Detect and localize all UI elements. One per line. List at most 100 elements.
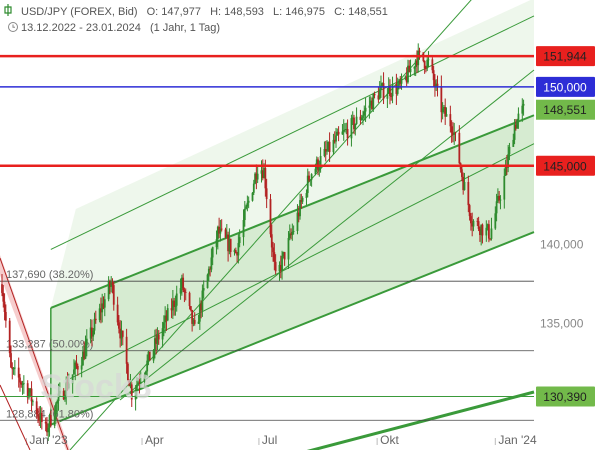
candle-body bbox=[436, 83, 439, 87]
candle-body bbox=[288, 233, 291, 238]
candle-body bbox=[328, 141, 331, 153]
candle-body bbox=[414, 60, 417, 67]
candle-body bbox=[252, 183, 255, 193]
price-tag-label: 130,390 bbox=[543, 390, 587, 404]
candle-body bbox=[337, 131, 340, 135]
candle-body bbox=[371, 100, 373, 110]
candle-body bbox=[1, 284, 3, 293]
candle-body bbox=[463, 181, 466, 191]
candle-body bbox=[135, 384, 138, 391]
y-tick-label: 140,000 bbox=[540, 238, 584, 252]
candle-body bbox=[521, 105, 524, 114]
candle-body bbox=[490, 228, 493, 239]
candle-body bbox=[431, 59, 434, 71]
candle-body bbox=[458, 132, 461, 164]
high-value: H: 148,593 bbox=[210, 6, 264, 18]
candle-body bbox=[308, 175, 310, 181]
candle-body bbox=[517, 113, 520, 120]
candle-body bbox=[189, 306, 192, 311]
candle-body bbox=[494, 213, 497, 229]
candle-body bbox=[522, 103, 525, 106]
candle-body bbox=[197, 321, 200, 324]
candle-body bbox=[255, 173, 258, 180]
candle-body bbox=[76, 365, 79, 370]
candle-body bbox=[462, 176, 465, 191]
candle-body bbox=[220, 228, 223, 230]
candle-body bbox=[215, 239, 218, 248]
candle-body bbox=[233, 250, 236, 253]
candle-body bbox=[391, 84, 394, 97]
watermark: Stock3 bbox=[40, 368, 152, 406]
candle-body bbox=[512, 139, 515, 147]
candle-body bbox=[216, 226, 219, 240]
candle-body bbox=[119, 328, 122, 339]
candle-body bbox=[26, 383, 29, 398]
candle-body bbox=[107, 281, 110, 300]
candle-body bbox=[507, 154, 510, 168]
candle-body bbox=[143, 374, 146, 382]
x-tick-label: Okt bbox=[380, 433, 399, 447]
candle-body bbox=[516, 119, 519, 129]
candle-body bbox=[101, 303, 104, 313]
candle-body bbox=[504, 165, 507, 176]
svg-text:13.12.2022 - 23.01.2024: 13.12.2022 - 23.01.2024 (1 Jahr, 1 Tag) bbox=[21, 22, 220, 34]
candle-body bbox=[264, 168, 267, 189]
candle-body bbox=[323, 149, 326, 156]
candle-body bbox=[82, 351, 84, 366]
candle-body bbox=[353, 117, 355, 130]
candle-body bbox=[282, 252, 285, 256]
price-tags: 151,944 150,000 145,000 130,390 148,551 bbox=[536, 46, 595, 407]
price-tag-bg bbox=[536, 46, 595, 67]
candle-body bbox=[441, 108, 444, 113]
candle-body bbox=[22, 383, 25, 385]
candle-body bbox=[514, 124, 517, 129]
candle-body bbox=[242, 220, 245, 238]
price-tag-label: 151,944 bbox=[543, 50, 587, 64]
candle-body bbox=[300, 200, 303, 202]
candle-body bbox=[453, 132, 456, 135]
candle-body bbox=[238, 237, 241, 243]
candle-body bbox=[247, 200, 250, 203]
candle-body bbox=[318, 167, 321, 171]
candle-body bbox=[373, 93, 376, 96]
candle-body bbox=[408, 65, 411, 73]
candle-body bbox=[315, 159, 318, 169]
channel-upper-line bbox=[50, 114, 535, 309]
candle-body bbox=[2, 292, 5, 302]
candle-body bbox=[461, 169, 463, 177]
candle-body bbox=[164, 315, 167, 323]
candle-body bbox=[354, 123, 357, 130]
candle-body bbox=[496, 195, 499, 202]
candle-body bbox=[335, 135, 337, 142]
candle-body bbox=[278, 264, 281, 272]
candle-body bbox=[224, 229, 227, 238]
candle-body bbox=[98, 308, 101, 321]
candle-body bbox=[47, 427, 50, 433]
candle-body bbox=[279, 264, 282, 271]
candle-body bbox=[31, 401, 34, 403]
x-tick-label: Jan '23 bbox=[29, 433, 68, 447]
candle-body bbox=[346, 128, 349, 139]
candle-body bbox=[198, 304, 201, 322]
candle-body bbox=[359, 116, 362, 120]
candle-body bbox=[171, 300, 174, 311]
candle-body bbox=[404, 76, 407, 79]
candle-body bbox=[92, 330, 95, 337]
open-value: O: 147,977 bbox=[147, 6, 201, 18]
instrument-name: USD/JPY (FOREX, Bid) bbox=[21, 6, 138, 18]
candle-body bbox=[449, 114, 452, 127]
candle-body bbox=[184, 292, 187, 293]
candle-body bbox=[225, 234, 228, 238]
candle-body bbox=[423, 60, 426, 69]
candle-body bbox=[364, 107, 367, 112]
candle-body bbox=[64, 397, 66, 400]
low-value: L: 146,975 bbox=[273, 6, 325, 18]
candle-body bbox=[478, 228, 481, 236]
candle-body bbox=[425, 68, 427, 69]
candle-body bbox=[102, 303, 105, 308]
candle-body bbox=[129, 384, 132, 387]
candle-body bbox=[477, 221, 480, 229]
candle-body bbox=[30, 388, 33, 402]
candle-body bbox=[100, 308, 102, 313]
